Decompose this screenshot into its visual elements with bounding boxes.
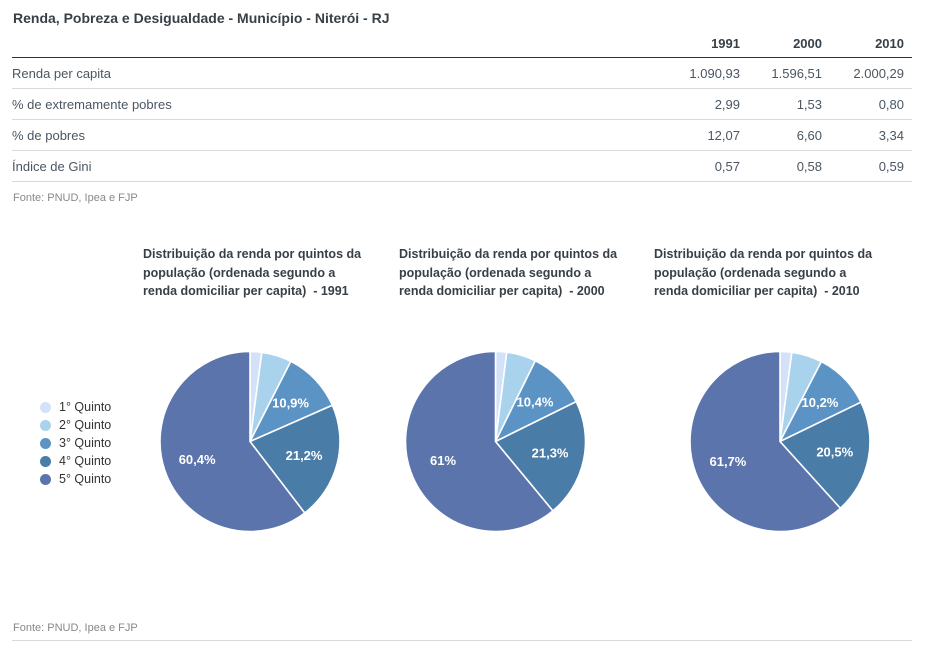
svg-text:10,4%: 10,4% xyxy=(517,395,554,410)
svg-text:60,4%: 60,4% xyxy=(179,452,216,467)
svg-text:61%: 61% xyxy=(430,453,456,468)
svg-text:61,7%: 61,7% xyxy=(709,454,746,469)
svg-text:21,2%: 21,2% xyxy=(286,448,323,463)
svg-text:10,9%: 10,9% xyxy=(272,396,309,411)
svg-text:20,5%: 20,5% xyxy=(816,445,853,460)
svg-text:21,3%: 21,3% xyxy=(532,446,569,461)
svg-text:10,2%: 10,2% xyxy=(802,395,839,410)
